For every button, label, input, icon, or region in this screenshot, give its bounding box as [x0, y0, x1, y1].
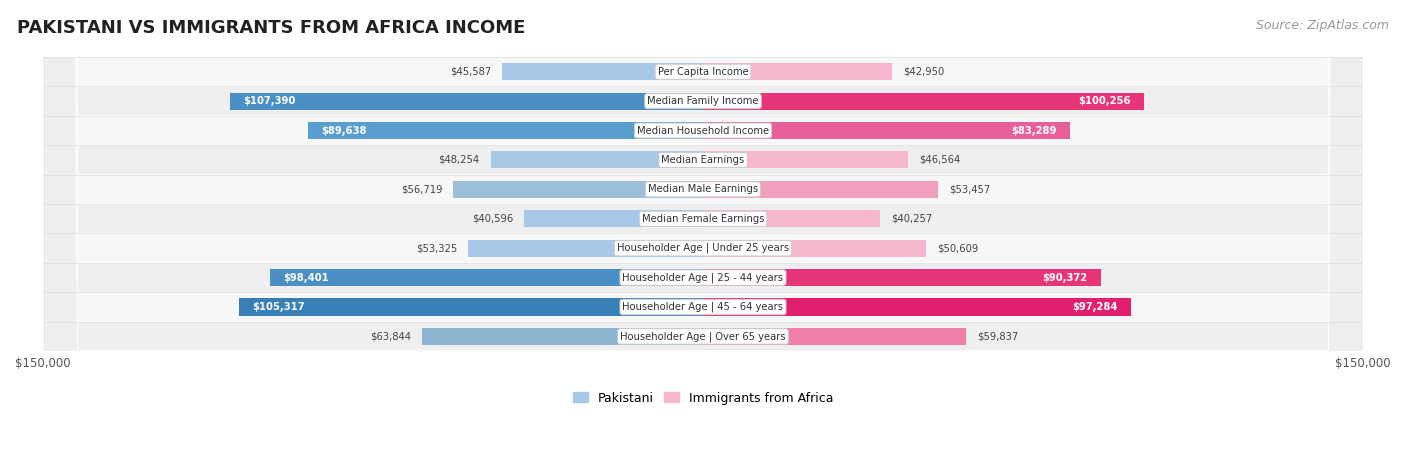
- Legend: Pakistani, Immigrants from Africa: Pakistani, Immigrants from Africa: [568, 387, 838, 410]
- Text: Householder Age | Over 65 years: Householder Age | Over 65 years: [620, 331, 786, 342]
- FancyBboxPatch shape: [42, 0, 1364, 467]
- Bar: [239, 298, 703, 316]
- Text: Householder Age | Under 25 years: Householder Age | Under 25 years: [617, 243, 789, 254]
- Bar: [422, 328, 703, 345]
- Text: Median Family Income: Median Family Income: [647, 96, 759, 106]
- Bar: [524, 210, 703, 227]
- Text: $59,837: $59,837: [977, 332, 1018, 341]
- Text: $63,844: $63,844: [370, 332, 411, 341]
- Text: $42,950: $42,950: [903, 67, 945, 77]
- Text: $56,719: $56,719: [401, 184, 443, 194]
- Text: $53,325: $53,325: [416, 243, 457, 253]
- Bar: [703, 63, 891, 80]
- Bar: [703, 151, 908, 169]
- Bar: [703, 328, 966, 345]
- Text: Median Female Earnings: Median Female Earnings: [641, 214, 765, 224]
- Bar: [703, 92, 1144, 110]
- Bar: [703, 240, 925, 257]
- FancyBboxPatch shape: [42, 0, 1364, 467]
- Text: $107,390: $107,390: [243, 96, 295, 106]
- Text: $48,254: $48,254: [439, 155, 479, 165]
- Text: $97,284: $97,284: [1073, 302, 1118, 312]
- Text: Per Capita Income: Per Capita Income: [658, 67, 748, 77]
- Text: $90,372: $90,372: [1042, 273, 1088, 283]
- Bar: [703, 181, 938, 198]
- Bar: [491, 151, 703, 169]
- FancyBboxPatch shape: [42, 0, 1364, 467]
- Text: Source: ZipAtlas.com: Source: ZipAtlas.com: [1256, 19, 1389, 32]
- Bar: [703, 269, 1101, 286]
- Bar: [703, 298, 1132, 316]
- Text: $40,257: $40,257: [891, 214, 932, 224]
- FancyBboxPatch shape: [42, 0, 1364, 467]
- Bar: [308, 122, 703, 139]
- Bar: [703, 122, 1070, 139]
- Bar: [231, 92, 703, 110]
- Bar: [453, 181, 703, 198]
- Text: $46,564: $46,564: [920, 155, 960, 165]
- Text: $83,289: $83,289: [1011, 126, 1056, 135]
- Bar: [270, 269, 703, 286]
- FancyBboxPatch shape: [42, 0, 1364, 467]
- Text: Median Male Earnings: Median Male Earnings: [648, 184, 758, 194]
- Text: $89,638: $89,638: [322, 126, 367, 135]
- FancyBboxPatch shape: [42, 0, 1364, 467]
- FancyBboxPatch shape: [42, 0, 1364, 467]
- Text: Median Household Income: Median Household Income: [637, 126, 769, 135]
- Bar: [703, 210, 880, 227]
- Text: $98,401: $98,401: [283, 273, 329, 283]
- Text: Median Earnings: Median Earnings: [661, 155, 745, 165]
- Text: PAKISTANI VS IMMIGRANTS FROM AFRICA INCOME: PAKISTANI VS IMMIGRANTS FROM AFRICA INCO…: [17, 19, 526, 37]
- Text: $105,317: $105,317: [253, 302, 305, 312]
- Text: Householder Age | 45 - 64 years: Householder Age | 45 - 64 years: [623, 302, 783, 312]
- FancyBboxPatch shape: [42, 0, 1364, 467]
- FancyBboxPatch shape: [42, 0, 1364, 467]
- Bar: [502, 63, 703, 80]
- FancyBboxPatch shape: [42, 0, 1364, 467]
- Text: $100,256: $100,256: [1078, 96, 1130, 106]
- Bar: [468, 240, 703, 257]
- Text: $45,587: $45,587: [450, 67, 491, 77]
- Text: Householder Age | 25 - 44 years: Householder Age | 25 - 44 years: [623, 272, 783, 283]
- Text: $40,596: $40,596: [472, 214, 513, 224]
- Text: $50,609: $50,609: [936, 243, 979, 253]
- Text: $53,457: $53,457: [949, 184, 991, 194]
